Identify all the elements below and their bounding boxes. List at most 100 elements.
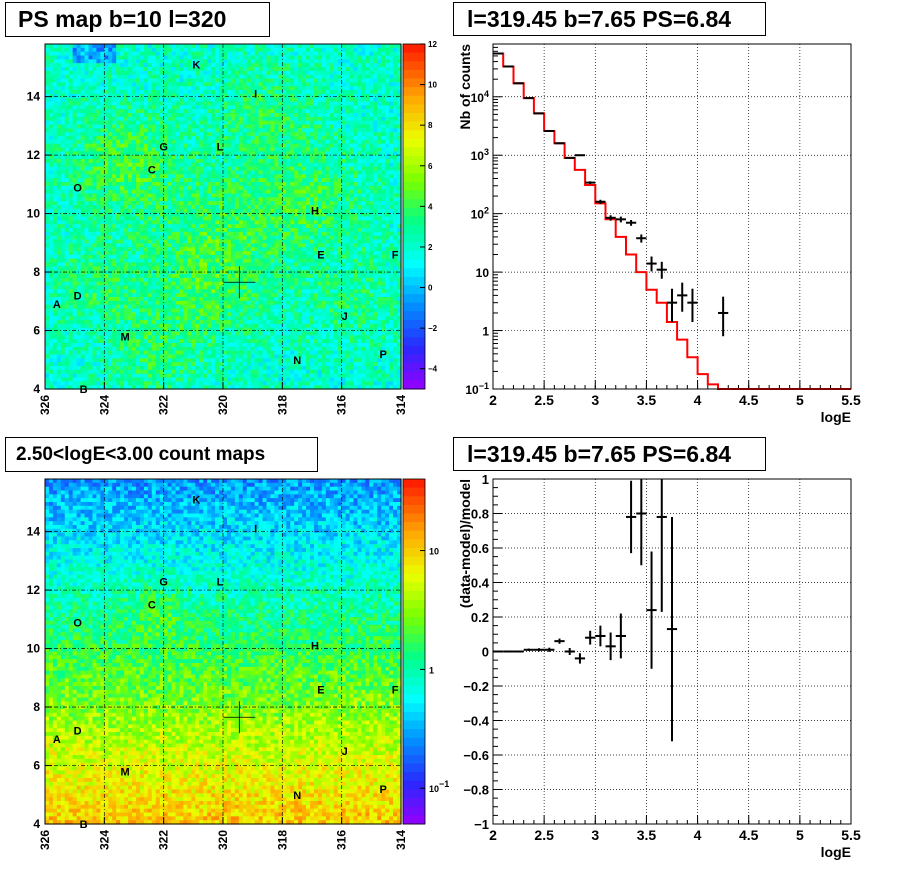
heatmap-cell [246, 304, 252, 310]
heatmap-cell [96, 270, 101, 275]
heatmap-cell [64, 101, 70, 106]
heatmap-cell [147, 155, 153, 160]
heatmap-cell [45, 258, 50, 264]
heatmap-cell [226, 277, 232, 283]
heatmap-cell [242, 155, 248, 160]
heatmap-cell [207, 47, 212, 53]
heatmap-cell [104, 182, 109, 187]
heatmap-cell [167, 136, 173, 141]
heatmap-cell [147, 185, 153, 191]
heatmap-cell [135, 228, 141, 233]
heatmap-cell [108, 381, 113, 386]
heatmap-cell [68, 366, 74, 371]
heatmap-cell [96, 155, 101, 160]
heatmap-cell [195, 78, 200, 83]
heatmap-cell [76, 308, 82, 313]
heatmap-cell [80, 297, 86, 302]
heatmap-cell [135, 139, 141, 145]
heatmap-cell [80, 312, 86, 317]
heatmap-cell [219, 189, 224, 195]
heatmap-cell [100, 189, 105, 195]
heatmap-cell [124, 97, 129, 103]
heatmap-cell [234, 308, 240, 313]
heatmap-cell [48, 109, 54, 114]
heatmap-cell [45, 377, 50, 382]
heatmap-cell [199, 239, 204, 244]
heatmap-cell [151, 170, 157, 175]
heatmap-cell [80, 47, 86, 53]
heatmap-cell [159, 170, 165, 175]
heatmap-cell [238, 105, 244, 110]
heatmap-cell [100, 201, 105, 206]
heatmap-cell [96, 174, 101, 179]
heatmap-cell [195, 381, 200, 386]
heatmap-cell [124, 247, 129, 252]
heatmap-cell [52, 274, 58, 279]
heatmap-cell [100, 185, 105, 191]
heatmap-cell [151, 308, 157, 313]
heatmap-cell [215, 174, 220, 179]
heatmap-cell [68, 323, 74, 329]
heatmap-cell [84, 377, 90, 382]
heatmap-cell [116, 162, 121, 168]
heatmap-cell [167, 289, 173, 294]
heatmap-cell [147, 174, 153, 179]
heatmap-cell [262, 78, 268, 83]
heatmap-cell [207, 335, 212, 340]
heatmap-cell [250, 116, 256, 122]
heatmap-cell [223, 197, 228, 202]
heatmap-cell [163, 350, 169, 356]
heatmap-cell [128, 97, 133, 103]
heatmap-cell [68, 289, 74, 294]
heatmap-cell [143, 224, 149, 229]
heatmap-cell [215, 97, 220, 103]
heatmap-cell [72, 128, 78, 133]
heatmap-cell [88, 274, 94, 279]
heatmap-cell [234, 362, 240, 367]
heatmap-cell [52, 201, 58, 206]
heatmap-cell [230, 369, 236, 375]
heatmap-cell [226, 285, 232, 290]
heatmap-cell [68, 105, 74, 110]
heatmap-cell [258, 331, 264, 336]
heatmap-cell [151, 373, 157, 379]
heatmap-cell [76, 139, 82, 145]
heatmap-cell [230, 235, 236, 241]
heatmap-cell [207, 297, 212, 302]
heatmap-cell [108, 174, 113, 179]
heatmap-cell [191, 285, 196, 290]
heatmap-cell [139, 362, 145, 367]
heatmap-cell [68, 97, 74, 103]
heatmap-cell [100, 44, 105, 49]
heatmap-cell [48, 166, 54, 172]
heatmap-cell [124, 185, 129, 191]
heatmap-cell [52, 335, 58, 340]
heatmap-cell [175, 151, 181, 156]
heatmap-cell [48, 67, 54, 72]
heatmap-cell [155, 312, 161, 317]
heatmap-cell [175, 350, 181, 356]
heatmap-cell [234, 377, 240, 382]
heatmap-cell [88, 174, 94, 179]
heatmap-cell [52, 93, 58, 99]
heatmap-cell [238, 155, 244, 160]
heatmap-cell [219, 281, 224, 287]
heatmap-cell [183, 208, 188, 214]
heatmap-cell [143, 285, 149, 290]
heatmap-cell [195, 274, 200, 279]
heatmap-cell [191, 78, 196, 83]
heatmap-cell [199, 109, 204, 114]
heatmap-cell [254, 274, 260, 279]
heatmap-cell [52, 51, 58, 57]
heatmap-cell [203, 170, 208, 175]
heatmap-cell [104, 82, 109, 87]
heatmap-cell [258, 147, 264, 152]
heatmap-cell [187, 178, 192, 183]
heatmap-cell [223, 178, 228, 183]
heatmap-cell [120, 220, 125, 225]
heatmap-cell [68, 90, 74, 95]
heatmap-cell [88, 308, 94, 313]
heatmap-cell [163, 67, 169, 72]
heatmap-cell [128, 358, 133, 363]
heatmap-cell [163, 216, 169, 221]
